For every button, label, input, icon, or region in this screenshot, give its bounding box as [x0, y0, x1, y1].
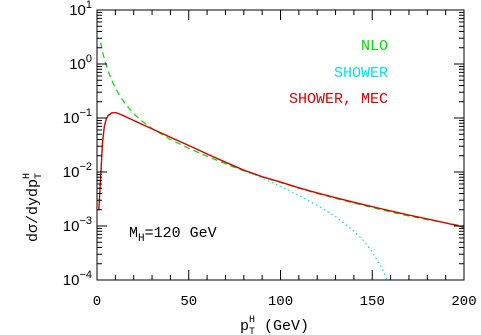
legend-entry-shower-mec: SHOWER, MEC [289, 91, 388, 108]
annotation-mass: MH=120 GeV [129, 225, 217, 245]
series-layer [98, 42, 464, 280]
y-tick-label: 10−1 [63, 107, 92, 127]
y-tick-label: 101 [69, 0, 92, 19]
legend: NLO SHOWER SHOWER, MEC [289, 38, 388, 108]
x-tick-label: 0 [93, 294, 101, 310]
y-tick-label: 10−2 [63, 161, 92, 181]
plot-frame [96, 9, 465, 281]
legend-entry-nlo: NLO [361, 38, 388, 55]
y-tick-label: 10−3 [63, 215, 92, 235]
x-tick-label: 100 [268, 294, 293, 310]
legend-entry-shower: SHOWER [334, 65, 388, 82]
x-tick-label: 50 [180, 294, 197, 310]
ticks-layer: 0 50 100 150 200 10−4 10−3 10−2 10−1 100 101 [63, 0, 477, 310]
series-line-nlo [100, 42, 464, 227]
y-tick-label: 100 [69, 53, 92, 73]
y-axis-title: dσ/dydpTH [22, 173, 45, 242]
x-axis-title: pTH (GeV) [240, 315, 309, 335]
x-tick-label: 200 [451, 294, 476, 310]
y-tick-label: 10−4 [63, 269, 92, 289]
x-tick-label: 150 [360, 294, 385, 310]
series-line-shower-mec [98, 111, 464, 228]
